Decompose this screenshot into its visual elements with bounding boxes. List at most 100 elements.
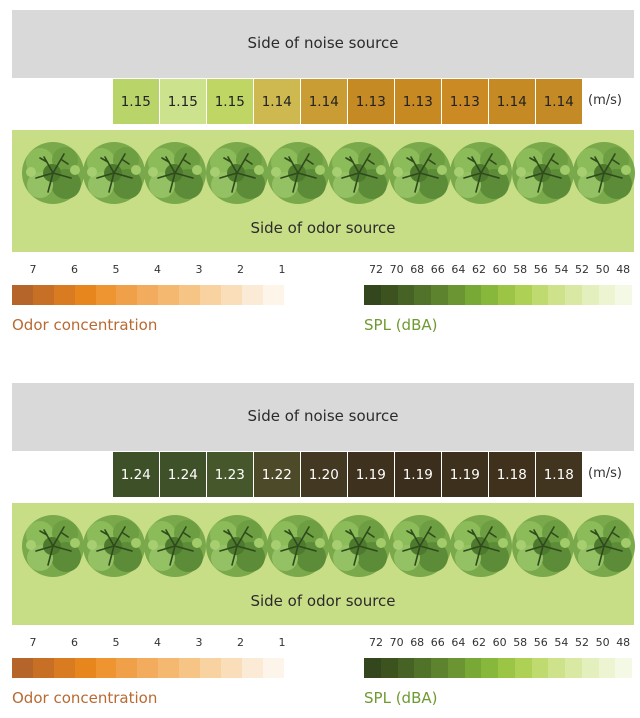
legend-swatch [598,285,616,305]
odor-source-label: Side of odor source [250,219,396,237]
legend-swatch [481,658,498,678]
noise-source-band: Side of noise source [12,10,634,78]
legend-tick: 58 [513,263,528,276]
legend-swatch [397,658,415,678]
wind-speed-cell: 1.13 [348,79,394,124]
odor-legend: 7 6 5 4 3 2 1 Odor concentration [12,636,286,707]
legend-swatch [431,285,448,305]
legend-tick: 64 [451,636,466,649]
wind-speed-cell: 1.20 [301,452,347,497]
wind-speed-cell: 1.15 [113,79,159,124]
legend-tick: 52 [575,636,589,649]
legend-tick: 62 [472,636,486,649]
wind-speed-row: 1.15 1.15 1.15 1.14 1.14 1.13 1.13 1.13 1.14 1.14 [113,79,583,124]
legend-swatch [414,285,431,305]
tree-icon [140,513,210,579]
legend-swatch [514,285,532,305]
legend-tick: 66 [430,636,445,649]
legend-swatch [200,658,221,678]
legend-swatch [380,285,398,305]
legend-swatch [53,658,75,678]
legend-swatch [498,285,515,305]
legend-swatch [364,285,381,305]
legend-swatch [12,658,33,678]
tree-icon [263,513,333,579]
odor-source-band: Side of odor source [12,130,634,252]
wind-speed-cell: 1.18 [489,452,535,497]
legend-tick: 62 [472,263,486,276]
wind-speed-cell: 1.18 [536,452,582,497]
tree-icon [324,140,394,206]
odor-legend: 7 6 5 4 3 2 1 Odor concentration [12,263,286,334]
legend-tick: 60 [492,636,507,649]
legend-tick: 60 [492,263,507,276]
legend-swatch [531,658,549,678]
legend-tick: 4 [154,636,161,649]
legend-swatch [364,658,381,678]
wind-speed-cell: 1.14 [301,79,347,124]
legend-tick: 5 [112,263,120,276]
tree-icon [79,513,149,579]
legend-tick: 7 [29,636,37,649]
legend-tick: 6 [71,636,78,649]
legend-swatch [447,285,465,305]
legend-swatch [598,658,616,678]
tree-icon [569,513,639,579]
legend-tick: 70 [389,263,404,276]
tree-icon [508,513,578,579]
legend-swatch [262,285,284,305]
wind-speed-cell: 1.23 [207,452,253,497]
odor-source-band: Side of odor source [12,503,634,625]
diagram-panel-bottom: Side of noise source 1.24 1.24 1.23 1.22 1.20… [0,373,640,718]
wind-speed-cell: 1.19 [395,452,441,497]
tree-icon [202,513,272,579]
legend-tick: 6 [71,263,78,276]
legend-tick: 66 [430,263,445,276]
wind-speed-cell: 1.24 [160,452,206,497]
tree-icon [385,513,455,579]
speed-unit-label: (m/s) [588,93,622,108]
legend-swatch [74,658,96,678]
legend-swatch [615,285,632,305]
tree-icon [385,140,455,206]
tree-icon [18,140,88,206]
legend-tick: 50 [595,263,610,276]
legend-swatch [158,658,180,678]
noise-source-label: Side of noise source [247,407,399,425]
legend-color-scale [12,285,284,305]
legend-title: SPL (dBA) [364,316,438,334]
wind-speed-cell: 1.13 [395,79,441,124]
tree-icon [202,140,272,206]
legend-swatch [200,285,221,305]
legend-swatch [464,285,482,305]
legend-tick: 50 [595,636,610,649]
legend-swatch [581,658,599,678]
legend-swatch [95,285,117,305]
legend-ticks: 72 70 68 66 64 62 60 58 56 54 52 50 48 [364,263,632,279]
wind-speed-cell: 1.24 [113,452,159,497]
legend-tick: 54 [554,636,569,649]
legend-tick: 68 [410,636,425,649]
wind-speed-cell: 1.14 [254,79,300,124]
legend-tick: 1 [278,263,286,276]
legend-tick: 48 [616,636,631,649]
wind-speed-cell: 1.15 [207,79,253,124]
legend-swatch [32,285,54,305]
legend-swatch [220,658,242,678]
legend-color-scale [364,285,632,305]
legend-swatch [137,658,159,678]
legend-tick: 2 [237,263,244,276]
legend-swatch [241,285,263,305]
legend-swatch [615,658,632,678]
legend-tick: 54 [554,263,569,276]
legend-swatch [179,658,201,678]
wind-speed-cell: 1.15 [160,79,206,124]
tree-icon [140,140,210,206]
legend-swatch [548,658,565,678]
legend-swatch [548,285,565,305]
legend-swatch [116,658,138,678]
legend-title: SPL (dBA) [364,689,438,707]
legend-swatch [262,658,284,678]
legend-title: Odor concentration [12,316,158,334]
legend-tick: 70 [389,636,404,649]
